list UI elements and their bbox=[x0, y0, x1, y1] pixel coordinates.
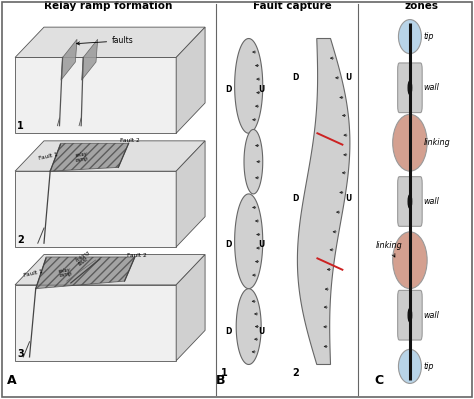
Polygon shape bbox=[244, 129, 263, 194]
Text: A: A bbox=[7, 374, 17, 387]
Text: D: D bbox=[292, 73, 299, 82]
Text: Fault 2: Fault 2 bbox=[120, 138, 140, 143]
Text: 1: 1 bbox=[17, 121, 24, 132]
Ellipse shape bbox=[399, 350, 421, 383]
Ellipse shape bbox=[392, 114, 427, 171]
Ellipse shape bbox=[399, 20, 421, 54]
Polygon shape bbox=[82, 39, 98, 80]
Polygon shape bbox=[15, 141, 205, 171]
Title: Relay ramp formation: Relay ramp formation bbox=[44, 1, 172, 11]
Text: D: D bbox=[225, 327, 232, 336]
Text: linking: linking bbox=[423, 138, 450, 147]
Text: wall: wall bbox=[423, 83, 439, 92]
Polygon shape bbox=[176, 27, 205, 133]
Polygon shape bbox=[297, 39, 350, 365]
Polygon shape bbox=[36, 257, 135, 289]
Text: U: U bbox=[258, 85, 264, 94]
Text: faults: faults bbox=[77, 36, 134, 45]
FancyBboxPatch shape bbox=[398, 63, 422, 113]
Ellipse shape bbox=[392, 232, 427, 289]
Text: relay
ramp: relay ramp bbox=[58, 267, 73, 279]
Polygon shape bbox=[15, 27, 205, 57]
Text: Fault 1: Fault 1 bbox=[38, 152, 58, 161]
Title: Fault capture: Fault capture bbox=[253, 1, 332, 11]
Text: relay
ramp: relay ramp bbox=[75, 151, 89, 163]
Text: U: U bbox=[258, 327, 264, 336]
Text: D: D bbox=[292, 194, 299, 203]
Circle shape bbox=[408, 81, 411, 95]
Title: Damage
zones: Damage zones bbox=[397, 0, 446, 11]
Text: D: D bbox=[225, 240, 232, 249]
Polygon shape bbox=[15, 285, 176, 361]
Text: U: U bbox=[346, 73, 352, 82]
Text: wall: wall bbox=[423, 311, 439, 320]
Text: 2: 2 bbox=[292, 368, 299, 378]
Text: D: D bbox=[225, 85, 232, 94]
Polygon shape bbox=[61, 39, 77, 80]
Polygon shape bbox=[176, 141, 205, 247]
Polygon shape bbox=[235, 194, 263, 289]
FancyBboxPatch shape bbox=[398, 177, 422, 226]
Polygon shape bbox=[236, 289, 261, 365]
Circle shape bbox=[408, 195, 411, 208]
Text: 3: 3 bbox=[17, 349, 24, 359]
Text: 1: 1 bbox=[220, 368, 228, 378]
Polygon shape bbox=[50, 143, 128, 171]
Text: C: C bbox=[374, 374, 383, 387]
Polygon shape bbox=[15, 57, 176, 133]
Text: linking
fault: linking fault bbox=[75, 250, 94, 267]
Text: 2: 2 bbox=[17, 235, 24, 245]
Text: tip: tip bbox=[423, 362, 434, 371]
Polygon shape bbox=[235, 39, 263, 133]
Polygon shape bbox=[176, 255, 205, 361]
Circle shape bbox=[408, 308, 411, 322]
Text: U: U bbox=[346, 194, 352, 203]
Polygon shape bbox=[15, 255, 205, 285]
Text: U: U bbox=[258, 240, 264, 249]
Text: linking: linking bbox=[375, 241, 402, 257]
Text: wall: wall bbox=[423, 197, 439, 206]
Text: tip: tip bbox=[423, 32, 434, 41]
Polygon shape bbox=[15, 171, 176, 247]
FancyBboxPatch shape bbox=[398, 290, 422, 340]
Text: Fault 1: Fault 1 bbox=[23, 269, 44, 279]
Text: B: B bbox=[216, 374, 226, 387]
Text: Fault 2: Fault 2 bbox=[127, 253, 146, 258]
